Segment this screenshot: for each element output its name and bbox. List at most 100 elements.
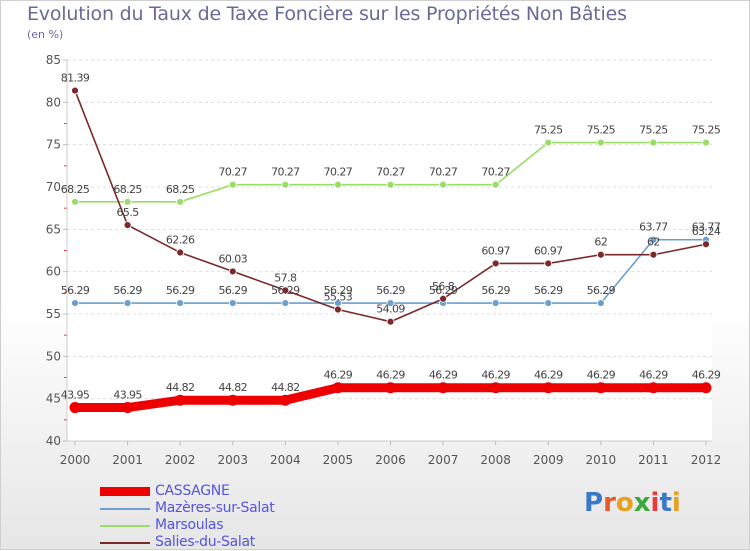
data-label: 75.25 xyxy=(587,124,616,137)
data-label: 56.29 xyxy=(113,284,142,297)
data-point xyxy=(544,138,553,147)
data-label: 70.27 xyxy=(324,166,353,179)
data-point xyxy=(491,259,500,268)
data-point xyxy=(386,299,395,307)
data-point xyxy=(281,299,290,307)
data-label: 70.27 xyxy=(271,166,300,179)
data-label: 46.29 xyxy=(429,369,458,382)
data-label: 70.27 xyxy=(376,166,405,179)
data-label: 43.95 xyxy=(61,389,90,402)
data-label: 56.29 xyxy=(481,284,510,297)
data-point xyxy=(228,267,237,276)
data-point xyxy=(228,299,237,307)
data-point xyxy=(122,402,134,414)
y-tick-label: 50 xyxy=(46,349,61,363)
data-label: 46.29 xyxy=(376,369,405,382)
x-tick-label: 2004 xyxy=(270,453,301,467)
data-label: 46.29 xyxy=(534,369,563,382)
data-label: 43.95 xyxy=(113,389,142,402)
data-label: 46.29 xyxy=(324,369,353,382)
data-point xyxy=(176,248,185,257)
data-point xyxy=(544,299,553,307)
data-point xyxy=(544,259,553,268)
data-point xyxy=(596,299,605,307)
y-tick-label: 70 xyxy=(46,180,61,194)
data-label: 65.5 xyxy=(117,206,140,219)
data-label: 70.27 xyxy=(481,166,510,179)
data-label: 68.25 xyxy=(113,183,142,196)
data-point xyxy=(386,180,395,189)
data-label: 56.29 xyxy=(376,284,405,297)
legend-label: Salies-du-Salat xyxy=(155,534,255,550)
data-point xyxy=(123,299,132,307)
legend-label: Marsoulas xyxy=(155,517,224,533)
data-point xyxy=(700,382,712,394)
y-tick-label: 80 xyxy=(46,95,61,109)
data-label: 70.27 xyxy=(429,166,458,179)
x-tick-label: 2003 xyxy=(217,453,248,467)
data-point xyxy=(491,299,500,307)
legend-swatch xyxy=(100,487,150,496)
data-point xyxy=(649,250,658,259)
data-point xyxy=(71,299,79,307)
data-label: 60.97 xyxy=(481,244,510,257)
data-label: 56.29 xyxy=(534,284,563,297)
data-label: 60.97 xyxy=(534,244,563,257)
data-label: 56.29 xyxy=(219,284,248,297)
legend-swatch xyxy=(100,524,150,527)
data-point xyxy=(71,197,79,206)
data-point xyxy=(439,180,447,189)
data-label: 44.82 xyxy=(271,381,300,394)
legend-swatch xyxy=(100,541,150,544)
x-tick-label: 2008 xyxy=(480,453,511,467)
data-label: 54.09 xyxy=(376,303,405,316)
data-point xyxy=(174,394,186,406)
data-label: 56.8 xyxy=(432,280,455,293)
data-point xyxy=(385,382,396,394)
data-point xyxy=(281,180,290,189)
data-label: 81.39 xyxy=(61,72,90,85)
legend-label: CASSAGNE xyxy=(155,483,230,499)
data-point xyxy=(227,394,239,406)
plot-area xyxy=(67,60,712,441)
data-point xyxy=(334,180,342,189)
data-point xyxy=(595,382,607,394)
data-point xyxy=(71,86,79,95)
data-label: 63.77 xyxy=(692,221,721,234)
data-point xyxy=(334,305,342,314)
data-label: 75.25 xyxy=(639,124,668,137)
legend-label: Mazères-sur-Salat xyxy=(155,500,275,516)
data-label: 44.82 xyxy=(166,381,195,394)
data-label: 56.29 xyxy=(324,284,353,297)
x-tick-label: 2005 xyxy=(323,453,354,467)
x-tick-label: 2001 xyxy=(112,453,143,467)
data-label: 46.29 xyxy=(639,369,668,382)
y-tick-label: 40 xyxy=(46,434,61,448)
x-tick-label: 2009 xyxy=(533,453,564,467)
y-tick-label: 65 xyxy=(46,222,61,236)
data-point xyxy=(649,138,658,147)
legend-swatch xyxy=(100,507,150,510)
y-tick-label: 85 xyxy=(46,53,61,67)
data-label: 46.29 xyxy=(692,369,721,382)
x-tick-label: 2010 xyxy=(586,453,617,467)
data-label: 56.29 xyxy=(429,284,458,297)
data-label: 60.03 xyxy=(219,252,248,265)
data-label: 63.24 xyxy=(692,225,721,238)
data-label: 55.53 xyxy=(324,291,353,304)
data-label: 75.25 xyxy=(534,124,563,137)
data-point xyxy=(702,138,710,147)
data-point xyxy=(332,382,344,394)
data-label: 57.8 xyxy=(274,271,297,284)
x-tick-label: 2006 xyxy=(375,453,406,467)
x-tick-label: 2012 xyxy=(691,453,722,467)
data-point xyxy=(279,394,291,406)
data-label: 68.25 xyxy=(61,183,90,196)
data-point xyxy=(437,382,449,394)
x-tick-label: 2011 xyxy=(638,453,669,467)
y-tick-label: 75 xyxy=(46,138,61,152)
data-point xyxy=(490,382,502,394)
proxiti-logo: Proxiti xyxy=(584,488,681,518)
x-tick-label: 2000 xyxy=(60,453,91,467)
